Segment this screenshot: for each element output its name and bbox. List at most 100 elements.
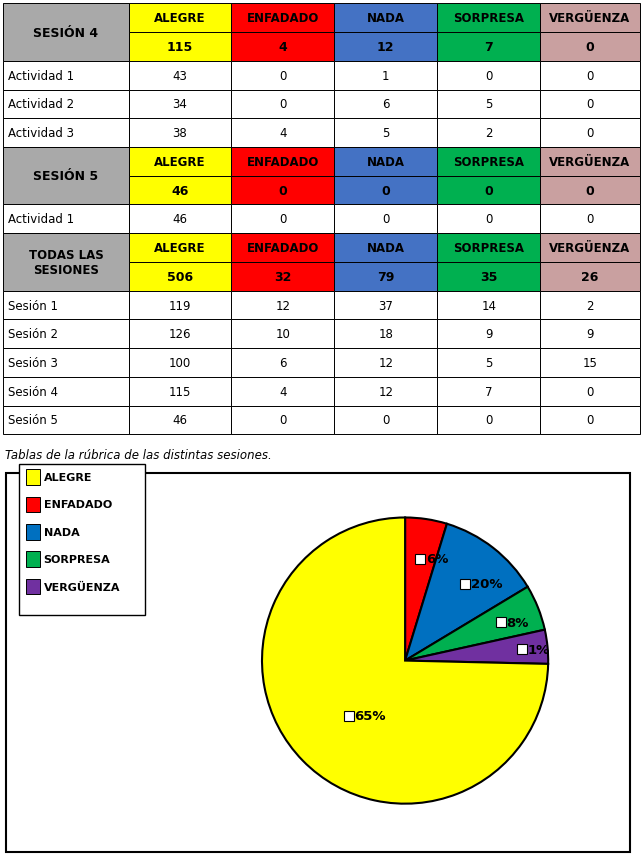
Bar: [129, 90, 231, 119]
Text: 0: 0: [586, 414, 593, 427]
Bar: [437, 148, 540, 177]
Text: 2: 2: [586, 299, 593, 313]
Bar: [129, 406, 231, 435]
Bar: [437, 349, 540, 377]
Bar: [26, 552, 40, 567]
Text: 12: 12: [378, 385, 394, 399]
Bar: [129, 377, 231, 406]
Text: 7: 7: [485, 385, 493, 399]
Bar: [129, 205, 231, 234]
Bar: [3, 349, 129, 377]
Bar: [3, 377, 129, 406]
Text: 0: 0: [279, 98, 287, 111]
Wedge shape: [405, 587, 545, 661]
Bar: [231, 263, 334, 291]
Bar: [129, 349, 231, 377]
Bar: [334, 33, 437, 62]
Text: 15: 15: [583, 356, 597, 369]
Bar: [231, 119, 334, 148]
Text: 37: 37: [378, 299, 394, 313]
Text: Sesión 1: Sesión 1: [8, 299, 59, 313]
Text: ENFADADO: ENFADADO: [247, 156, 319, 169]
Text: 14: 14: [481, 299, 496, 313]
Bar: [540, 205, 640, 234]
Bar: [129, 4, 231, 33]
Bar: [3, 406, 129, 435]
Bar: [231, 177, 334, 205]
Text: SESIÓN 5: SESIÓN 5: [33, 170, 98, 183]
Text: 7: 7: [484, 40, 493, 54]
Bar: [334, 205, 437, 234]
Bar: [3, 234, 129, 291]
Wedge shape: [405, 630, 548, 664]
Bar: [437, 90, 540, 119]
Bar: [334, 234, 437, 263]
Bar: [334, 406, 437, 435]
Text: Sesión 3: Sesión 3: [8, 356, 59, 369]
Wedge shape: [405, 524, 528, 661]
Text: 126: 126: [169, 328, 191, 341]
Text: NADA: NADA: [367, 156, 405, 169]
Bar: [437, 119, 540, 148]
Text: Sesión 2: Sesión 2: [8, 328, 59, 341]
Bar: [540, 62, 640, 90]
Bar: [540, 234, 640, 263]
Bar: [540, 406, 640, 435]
Text: NADA: NADA: [367, 242, 405, 255]
Bar: [540, 263, 640, 291]
Bar: [437, 406, 540, 435]
Bar: [3, 205, 129, 234]
Text: 0: 0: [586, 70, 593, 83]
Bar: [129, 62, 231, 90]
Text: ALEGRE: ALEGRE: [154, 242, 206, 255]
Text: 38: 38: [173, 127, 187, 140]
Text: 0: 0: [586, 184, 594, 197]
Bar: [129, 320, 231, 349]
Bar: [26, 469, 40, 485]
Bar: [129, 291, 231, 320]
Bar: [3, 62, 129, 90]
Text: 46: 46: [172, 414, 188, 427]
Text: 9: 9: [485, 328, 493, 341]
Text: 1%: 1%: [528, 643, 550, 656]
Text: VERGÜENZA: VERGÜENZA: [549, 12, 631, 25]
Bar: [437, 234, 540, 263]
Bar: [231, 90, 334, 119]
Text: 46: 46: [171, 184, 189, 197]
Text: Tablas de la rúbrica de las distintas sesiones.: Tablas de la rúbrica de las distintas se…: [5, 448, 272, 461]
Text: VERGÜENZA: VERGÜENZA: [549, 156, 631, 169]
Text: 12: 12: [377, 40, 395, 54]
Bar: [3, 90, 129, 119]
Text: NADA: NADA: [44, 527, 80, 537]
Text: ALEGRE: ALEGRE: [44, 473, 92, 482]
Text: Actividad 3: Actividad 3: [8, 127, 75, 140]
Text: 100: 100: [169, 356, 191, 369]
Text: 0: 0: [484, 184, 493, 197]
Text: 5: 5: [382, 127, 390, 140]
Text: 0: 0: [278, 184, 287, 197]
Text: ENFADADO: ENFADADO: [44, 499, 112, 510]
Bar: [231, 234, 334, 263]
Bar: [3, 148, 129, 205]
Bar: [437, 62, 540, 90]
Bar: [129, 119, 231, 148]
Text: 4: 4: [278, 40, 287, 54]
Text: 0: 0: [586, 98, 593, 111]
Bar: [26, 524, 40, 540]
Text: TODAS LAS
SESIONES: TODAS LAS SESIONES: [28, 249, 104, 276]
Bar: [231, 33, 334, 62]
Text: Actividad 1: Actividad 1: [8, 213, 75, 226]
Bar: [231, 349, 334, 377]
Text: 34: 34: [172, 98, 188, 111]
Bar: [540, 119, 640, 148]
Bar: [540, 291, 640, 320]
Text: 35: 35: [480, 270, 498, 283]
Text: 0: 0: [382, 414, 390, 427]
Text: 79: 79: [377, 270, 395, 283]
Bar: [540, 90, 640, 119]
Bar: [334, 320, 437, 349]
Bar: [129, 33, 231, 62]
Bar: [540, 377, 640, 406]
Text: 10: 10: [275, 328, 291, 341]
Text: SORPRESA: SORPRESA: [453, 156, 524, 169]
